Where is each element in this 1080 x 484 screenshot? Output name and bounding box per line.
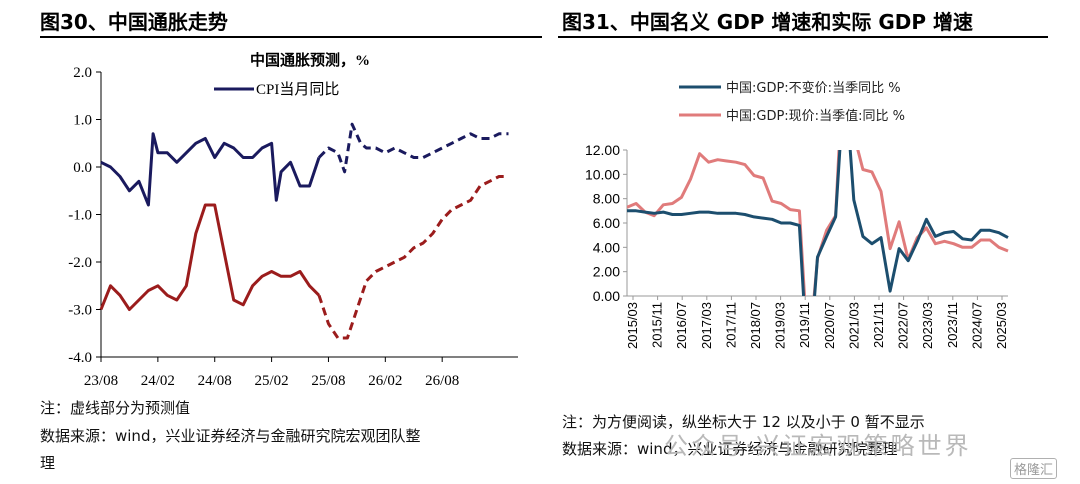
- right-title-rule: [558, 36, 1048, 38]
- left-series: [99, 122, 509, 340]
- right-series: [627, 150, 1009, 296]
- right-x-tick-label: 2019/03: [773, 302, 788, 349]
- gdp-chart: 12.00 10.00 8.00 6.00 4.00 2.00 0.00 2015/03 201…: [585, 80, 1009, 349]
- cpi-ppi-chart: 2.0 1.0 0.0 -1.0 -2.0 -3.0 -4.0 23/08 24/02 24/08…: [68, 51, 518, 389]
- left-y-tick-label: -2.0: [68, 255, 92, 271]
- cpi-actual-line: [100, 132, 321, 207]
- right-x-tick-label: 2023/03: [920, 302, 935, 349]
- left-x-tick-label: 24/02: [141, 373, 175, 389]
- legend-nominal-gdp-label: 中国:GDP:现价:当季值:同比 %: [726, 108, 905, 124]
- left-chart-title: 中国通胀预测，%: [250, 51, 370, 69]
- right-x-tick-label: 2022/07: [896, 302, 911, 349]
- right-panel-title: 图31、中国名义 GDP 增速和实际 GDP 增速: [562, 10, 974, 34]
- cpi-forecast-line: [317, 122, 509, 174]
- left-y-tick-label: -4.0: [68, 350, 92, 366]
- left-x-tick-label: 23/08: [84, 373, 118, 389]
- left-title-rule: [40, 36, 542, 38]
- right-y-tick-label: 8.00: [593, 191, 620, 207]
- left-x-tick-label: 26/02: [368, 373, 402, 389]
- right-y-tick-label: 4.00: [593, 239, 620, 255]
- right-x-tick-label: 2021/03: [846, 302, 861, 349]
- right-y-tick-label: 0.00: [593, 288, 620, 304]
- ppi-forecast-line: [317, 175, 509, 340]
- left-y-tick-label: -3.0: [68, 303, 92, 319]
- left-y-tick-label: 0.0: [73, 160, 92, 176]
- right-source: 数据来源：wind，兴业证券经济与金融研究院整理: [562, 440, 898, 458]
- right-x-tick-label: 2021/11: [871, 302, 886, 348]
- left-y-tick-label: 1.0: [73, 113, 92, 129]
- right-x-tick-label: 2017/11: [723, 302, 738, 348]
- right-x-tick-label: 2015/11: [650, 302, 665, 348]
- right-x-tick-label: 2018/07: [748, 302, 763, 349]
- right-note: 注：为方便阅读，纵坐标大于 12 以及小于 0 暂不显示: [562, 413, 925, 431]
- right-x-tick-label: 2020/07: [822, 302, 837, 349]
- left-note: 注：虚线部分为预测值: [40, 399, 191, 417]
- left-axes: 2.0 1.0 0.0 -1.0 -2.0 -3.0 -4.0 23/08 24/02 24/08…: [68, 65, 518, 389]
- right-y-tick-label: 2.00: [593, 264, 620, 280]
- right-x-tick-label: 2019/11: [797, 302, 812, 348]
- left-y-tick-label: -1.0: [68, 208, 92, 224]
- right-x-tick-label: 2023/11: [945, 302, 960, 348]
- real-gdp-line: [627, 150, 1009, 296]
- right-y-tick-label: 12.00: [585, 142, 620, 158]
- left-x-tick-label: 25/08: [311, 373, 345, 389]
- right-y-tick-label: 10.00: [585, 166, 620, 182]
- left-panel-title: 图30、中国通胀走势: [40, 10, 228, 34]
- right-x-tick-label: 2017/03: [699, 302, 714, 349]
- right-x-tick-label: 2016/07: [674, 302, 689, 349]
- left-x-tick-label: 24/08: [198, 373, 232, 389]
- legend-cpi-label: CPI当月同比: [256, 81, 339, 98]
- left-source-line2: 理: [40, 454, 56, 472]
- right-y-tick-label: 6.00: [593, 215, 620, 231]
- left-x-tick-label: 25/02: [255, 373, 289, 389]
- left-x-tick-label: 26/08: [425, 373, 459, 389]
- right-x-tick-label: 2015/03: [625, 302, 640, 349]
- left-y-tick-label: 2.0: [73, 65, 92, 81]
- right-x-tick-label: 2025/03: [994, 302, 1009, 349]
- ppi-actual-line: [99, 203, 321, 311]
- watermark-logo: 格隆汇: [1010, 458, 1058, 479]
- left-source-line1: 数据来源：wind，兴业证券经济与金融研究院宏观团队整: [40, 427, 421, 445]
- right-axes: 12.00 10.00 8.00 6.00 4.00 2.00 0.00 2015/03 201…: [585, 142, 1009, 349]
- watermark-text: 公众号·兴证宏观策略世界: [664, 432, 972, 460]
- right-x-tick-label: 2024/07: [969, 302, 984, 349]
- legend-real-gdp-label: 中国:GDP:不变价:当季同比 %: [726, 80, 901, 96]
